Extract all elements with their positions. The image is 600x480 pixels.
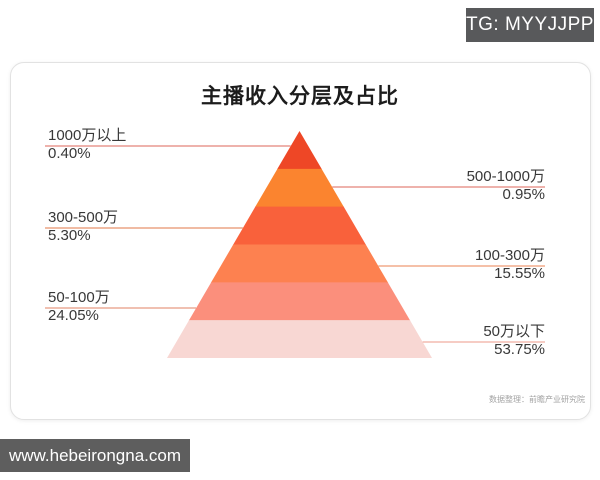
pyramid-label-100-300w: 100-300万 15.55%	[475, 247, 545, 283]
pyramid-label-50w-below: 50万以下 53.75%	[483, 323, 545, 359]
pyramid-label-500-1000w: 500-1000万 0.95%	[467, 168, 545, 204]
pyramid-label-50-100w: 50-100万 24.05%	[48, 289, 110, 325]
watermark-label: www.hebeirongna.com	[9, 445, 181, 465]
level-range: 50-100万	[48, 289, 110, 306]
level-percent: 24.05%	[48, 307, 99, 324]
level-percent: 0.95%	[502, 186, 545, 203]
tg-contact-label: TG: MYYJJPP	[466, 14, 594, 35]
level-range: 300-500万	[48, 209, 119, 226]
tg-contact-badge: TG: MYYJJPP	[466, 8, 594, 42]
level-percent: 0.40%	[48, 145, 91, 162]
level-percent: 5.30%	[48, 227, 91, 244]
level-range: 100-300万	[474, 247, 545, 264]
watermark-badge: www.hebeirongna.com	[0, 439, 190, 472]
level-range: 50万以下	[483, 323, 545, 340]
level-percent: 15.55%	[494, 265, 545, 282]
level-percent: 53.75%	[494, 341, 545, 358]
pyramid-label-1000w-plus: 1000万以上 0.40%	[48, 127, 126, 163]
level-range: 500-1000万	[466, 168, 545, 185]
level-range: 1000万以上	[48, 127, 127, 144]
chart-title: 主播收入分层及占比	[201, 85, 399, 108]
pyramid-label-300-500w: 300-500万 5.30%	[48, 209, 118, 245]
data-source-note: 数据整理：前瞻产业研究院	[489, 395, 585, 404]
